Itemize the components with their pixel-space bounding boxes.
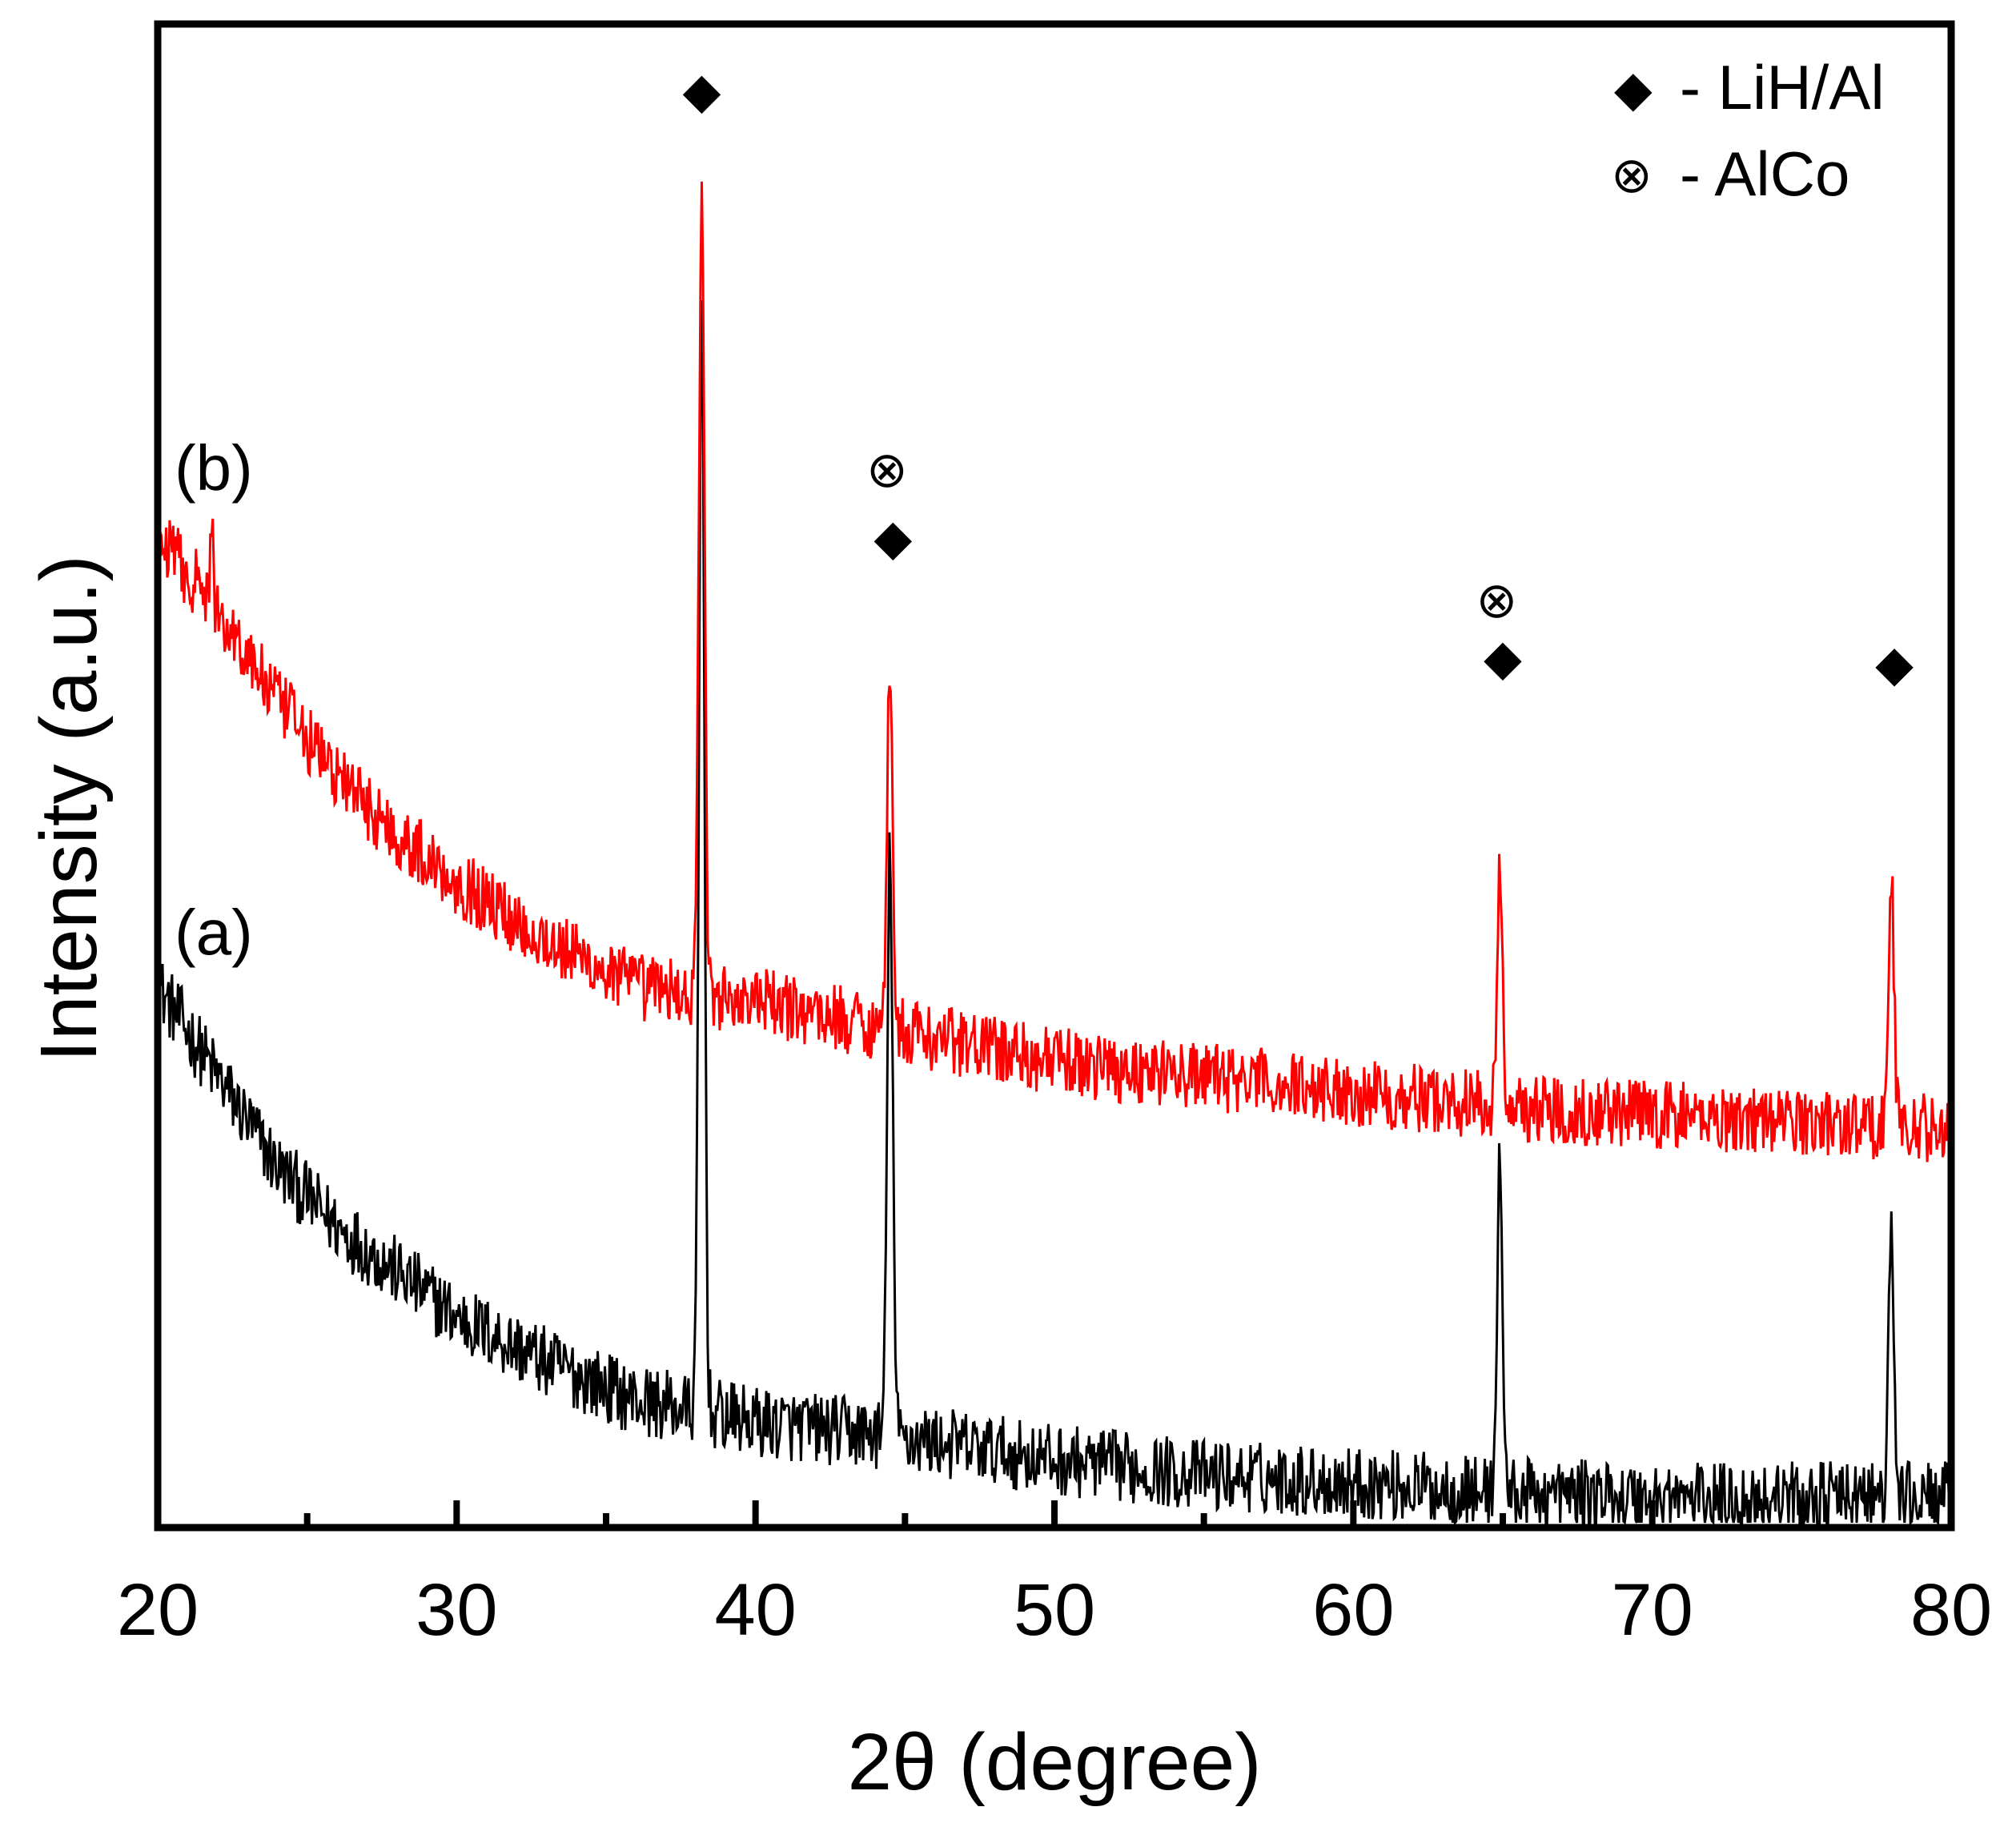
legend-label-lih-al: - LiH/Al <box>1680 52 1885 122</box>
series-a-label: (a) <box>175 897 253 968</box>
legend-circled-times-icon: ⊗ <box>1611 146 1653 204</box>
circled-times-marker-icon: ⊗ <box>866 440 908 499</box>
legend-label-alco: - AlCo <box>1680 139 1849 209</box>
y-axis-title: Intensity (a.u.) <box>24 555 114 1062</box>
x-ticks <box>155 1500 1954 1528</box>
x-tick-label: 80 <box>1910 1569 1992 1651</box>
series-layer <box>156 181 1953 1527</box>
peak-markers: ◆⊗◆⊗◆ ◆ <box>683 62 1914 693</box>
x-tick-label: 50 <box>1014 1569 1095 1651</box>
x-tick-label: 20 <box>117 1569 199 1651</box>
plot-frame <box>154 20 1955 1532</box>
legend-diamond-icon: ◆ <box>1614 59 1653 118</box>
diamond-marker-icon: ◆ <box>1875 634 1914 693</box>
circled-times-marker-icon: ⊗ <box>1476 571 1518 629</box>
series-b-label: (b) <box>175 432 253 504</box>
x-tick-label: 60 <box>1312 1569 1394 1651</box>
tick-labels: 20 30 40 50 60 70 80 <box>117 1569 1992 1651</box>
x-tick-label: 70 <box>1611 1569 1693 1651</box>
diamond-marker-icon: ◆ <box>874 508 913 566</box>
x-tick-label: 40 <box>714 1569 796 1651</box>
legend: ◆ - LiH/Al ⊗ - AlCo <box>1611 52 1885 209</box>
x-axis-title: 2θ (degree) <box>848 1717 1262 1807</box>
x-tick-label: 30 <box>416 1569 497 1651</box>
series-a-line <box>156 299 1953 1527</box>
diamond-marker-icon: ◆ <box>683 62 721 120</box>
series-b-line <box>156 181 1952 1162</box>
diamond-marker-icon: ◆ <box>1484 628 1522 687</box>
